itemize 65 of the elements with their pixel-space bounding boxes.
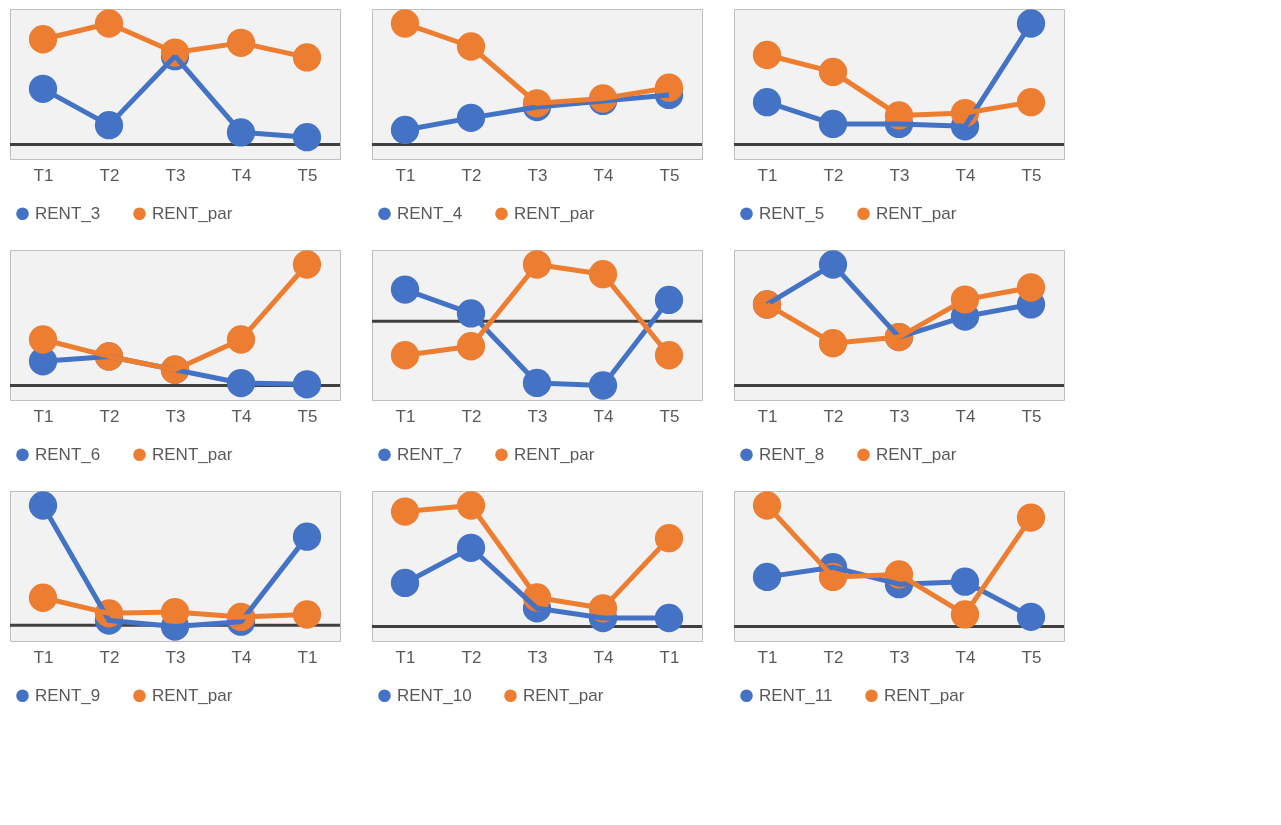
x-tick-label: T1 xyxy=(757,406,778,426)
x-tick-label: T3 xyxy=(889,406,910,426)
x-tick-label: T5 xyxy=(297,165,318,185)
x-tick-label: T5 xyxy=(659,165,680,185)
x-tick-label: T1 xyxy=(33,165,54,185)
x-tick-label: T3 xyxy=(527,406,548,426)
x-tick-label: T3 xyxy=(165,165,186,185)
legend-label: RENT_par xyxy=(514,203,595,223)
x-tick-label: T2 xyxy=(823,647,844,667)
legend-label: RENT_par xyxy=(514,444,595,464)
x-tick-label: T5 xyxy=(1021,165,1042,185)
legend-label: RENT_par xyxy=(876,444,957,464)
x-tick-label: T5 xyxy=(1021,406,1042,426)
legend-label: RENT_6 xyxy=(35,444,101,464)
x-tick-label: T4 xyxy=(955,165,976,185)
x-tick-label: T1 xyxy=(297,647,318,667)
x-tick-label: T4 xyxy=(231,647,252,667)
x-tick-label: T3 xyxy=(165,647,186,667)
x-tick-label: T4 xyxy=(231,165,252,185)
x-tick-label: T5 xyxy=(659,406,680,426)
legend-label: RENT_10 xyxy=(397,685,472,705)
legend-label: RENT_8 xyxy=(759,444,825,464)
x-tick-label: T1 xyxy=(395,165,416,185)
legend-label: RENT_9 xyxy=(35,685,101,705)
x-tick-label: T1 xyxy=(659,647,680,667)
point xyxy=(390,9,420,38)
legend-label: RENT_par xyxy=(152,444,233,464)
legend-label: RENT_7 xyxy=(397,444,463,464)
x-tick-label: T1 xyxy=(757,647,778,667)
x-tick-label: T2 xyxy=(823,406,844,426)
x-tick-label: T5 xyxy=(1021,647,1042,667)
x-tick-label: T3 xyxy=(889,647,910,667)
x-tick-label: T4 xyxy=(955,406,976,426)
x-tick-label: T1 xyxy=(395,406,416,426)
x-tick-label: T2 xyxy=(99,647,120,667)
x-tick-label: T4 xyxy=(955,647,976,667)
legend-label: RENT_par xyxy=(523,685,604,705)
legend-label: RENT_par xyxy=(876,203,957,223)
legend-label: RENT_4 xyxy=(397,203,463,223)
x-tick-label: T1 xyxy=(33,406,54,426)
x-tick-label: T1 xyxy=(33,647,54,667)
x-tick-label: T4 xyxy=(593,165,614,185)
x-tick-label: T2 xyxy=(461,647,482,667)
legend-label: RENT_par xyxy=(152,685,233,705)
x-tick-label: T2 xyxy=(461,165,482,185)
x-tick-label: T4 xyxy=(593,647,614,667)
x-tick-label: T2 xyxy=(823,165,844,185)
x-tick-label: T1 xyxy=(757,165,778,185)
legend-label: RENT_par xyxy=(152,203,233,223)
legend-label: RENT_5 xyxy=(759,203,825,223)
x-tick-label: T3 xyxy=(527,165,548,185)
x-tick-label: T3 xyxy=(165,406,186,426)
x-tick-label: T2 xyxy=(99,406,120,426)
x-tick-label: T4 xyxy=(231,406,252,426)
x-tick-label: T2 xyxy=(99,165,120,185)
x-tick-label: T1 xyxy=(395,647,416,667)
legend-label: RENT_3 xyxy=(35,203,101,223)
x-tick-label: T4 xyxy=(593,406,614,426)
x-tick-label: T3 xyxy=(527,647,548,667)
x-tick-label: T3 xyxy=(889,165,910,185)
point xyxy=(1016,9,1046,38)
legend-label: RENT_11 xyxy=(759,685,833,705)
legend-label: RENT_par xyxy=(884,685,965,705)
x-tick-label: T2 xyxy=(461,406,482,426)
x-tick-label: T5 xyxy=(297,406,318,426)
